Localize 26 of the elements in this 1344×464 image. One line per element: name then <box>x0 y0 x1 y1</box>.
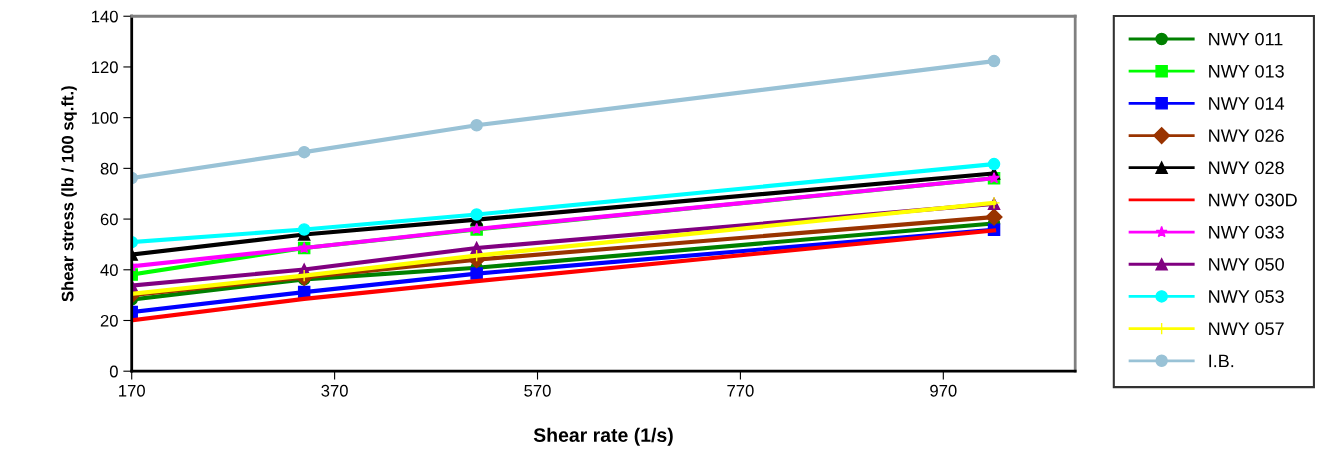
x-tick-label: 370 <box>321 384 348 397</box>
x-tick-label: 170 <box>119 384 145 397</box>
legend-label: NWY 033 <box>1209 225 1284 239</box>
legend-label: I.B. <box>1209 354 1234 368</box>
y-tick-label: 60 <box>100 213 118 226</box>
y-axis-title: Shear stress (lb / 100 sq.ft.) <box>61 86 77 302</box>
legend-label: NWY 011 <box>1209 32 1283 46</box>
y-tick-label: 140 <box>91 10 118 23</box>
legend-label: NWY 014 <box>1209 97 1285 110</box>
y-tick-label: 20 <box>100 314 118 327</box>
legend-label: NWY 030D <box>1209 193 1297 207</box>
legend-label: NWY 026 <box>1209 129 1284 143</box>
legend-label: NWY 028 <box>1209 161 1284 175</box>
y-tick-label: 100 <box>91 112 118 124</box>
x-axis-title: Shear rate (1/s) <box>533 427 673 446</box>
y-tick-label: 40 <box>100 264 118 276</box>
y-tick-label: 80 <box>100 162 118 175</box>
y-tick-label: 120 <box>91 61 118 74</box>
legend-label: NWY 050 <box>1209 257 1284 271</box>
x-tick-label: 570 <box>524 384 551 397</box>
legend-label: NWY 053 <box>1209 290 1284 303</box>
legend-label: NWY 013 <box>1209 64 1284 78</box>
y-tick-label: 0 <box>109 365 118 378</box>
x-tick-label: 770 <box>727 384 754 397</box>
legend-label: NWY 057 <box>1209 322 1284 336</box>
x-tick-label: 970 <box>930 384 957 397</box>
